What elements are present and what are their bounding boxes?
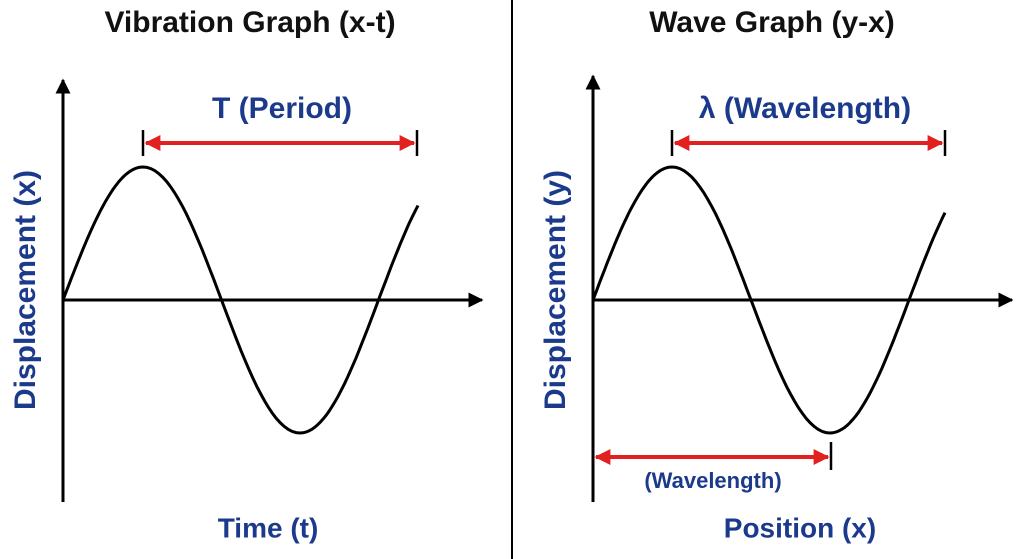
- y-label: Displacement (y): [539, 170, 572, 410]
- sine-curve: [591, 165, 947, 435]
- panel-title: Vibration Graph (x-t): [104, 6, 395, 39]
- span-label: λ (Wavelength): [699, 92, 911, 125]
- span-label: T (Period): [212, 92, 352, 125]
- sine-curve: [61, 165, 420, 435]
- y-label: Displacement (x): [9, 170, 42, 410]
- extra-label: (Wavelength): [644, 468, 781, 493]
- x-label: Time (t): [218, 512, 319, 543]
- x-label: Position (x): [724, 512, 876, 543]
- panel-title: Wave Graph (y-x): [649, 6, 895, 39]
